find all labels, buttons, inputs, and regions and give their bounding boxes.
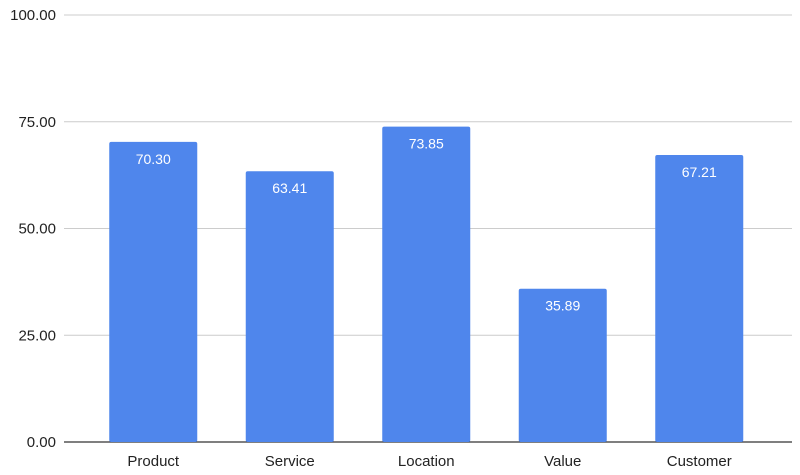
data-labels: 70.30 63.41 73.85 35.89 67.21 [136,136,717,314]
y-tick-label: 100.00 [10,7,56,24]
y-tick-label: 75.00 [18,114,56,131]
data-label-location: 73.85 [409,136,444,152]
bar-location [382,126,471,443]
bar-customer [655,155,744,442]
x-category-label: Value [544,453,581,470]
x-category-label: Customer [667,453,732,470]
data-label-product: 70.30 [136,151,171,167]
x-axis-categories: Product Service Location Value Customer [127,453,731,470]
data-label-customer: 67.21 [682,164,717,180]
x-category-label: Product [127,453,180,470]
bar-value [518,288,607,442]
y-axis-ticks: 0.00 25.00 50.00 75.00 100.00 [10,7,56,451]
x-category-label: Location [398,453,455,470]
data-label-service: 63.41 [272,180,307,196]
bar-service [245,171,334,442]
x-category-label: Service [265,453,315,470]
y-tick-label: 25.00 [18,327,56,344]
data-label-value: 35.89 [545,298,580,314]
bar-product [109,141,198,442]
y-tick-label: 50.00 [18,221,56,238]
y-tick-label: 0.00 [27,434,56,451]
bars [109,126,744,443]
